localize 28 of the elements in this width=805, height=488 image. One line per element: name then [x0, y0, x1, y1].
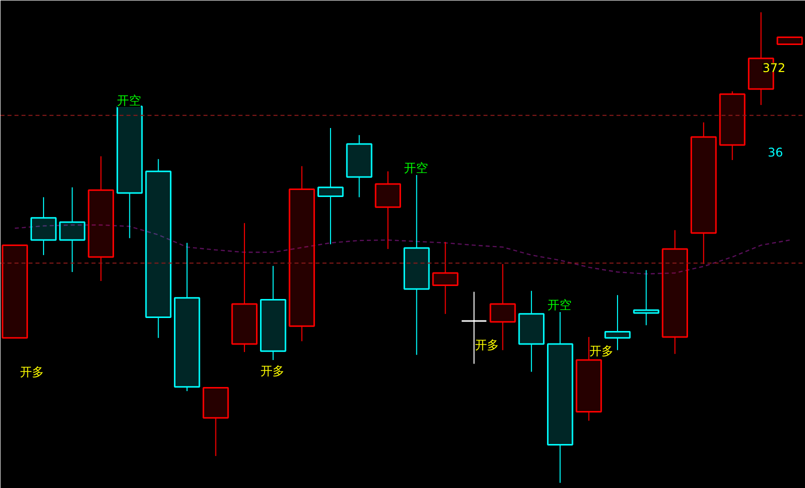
candlestick: [145, 158, 172, 338]
candlestick: [374, 170, 402, 250]
candlestick: [719, 90, 746, 161]
candlestick: [288, 166, 315, 342]
annotation: 36: [768, 146, 784, 160]
candlestick: [662, 230, 688, 354]
candlestick: [260, 265, 286, 361]
annotation: 开空: [547, 298, 572, 312]
candlestick: [346, 134, 372, 198]
candlestick: [59, 186, 86, 273]
candlestick: [432, 241, 458, 314]
annotation: 开多: [590, 344, 614, 358]
candlestick: [30, 196, 57, 256]
candlestick: [633, 270, 660, 326]
candlestick: [174, 242, 200, 392]
annotation: 开多: [20, 364, 44, 379]
annotation: 开多: [260, 364, 284, 378]
candlestick: [690, 122, 717, 265]
candlestick: [88, 156, 114, 282]
candlestick: [460, 291, 488, 364]
candlestick: [576, 336, 602, 422]
annotation: 开空: [116, 93, 141, 108]
annotation: 开空: [404, 161, 428, 176]
candlestick: [231, 222, 258, 353]
annotation: 开多: [474, 338, 499, 352]
candlestick: [518, 290, 545, 372]
annotation: 372: [762, 60, 786, 75]
candlestick: [317, 128, 344, 245]
